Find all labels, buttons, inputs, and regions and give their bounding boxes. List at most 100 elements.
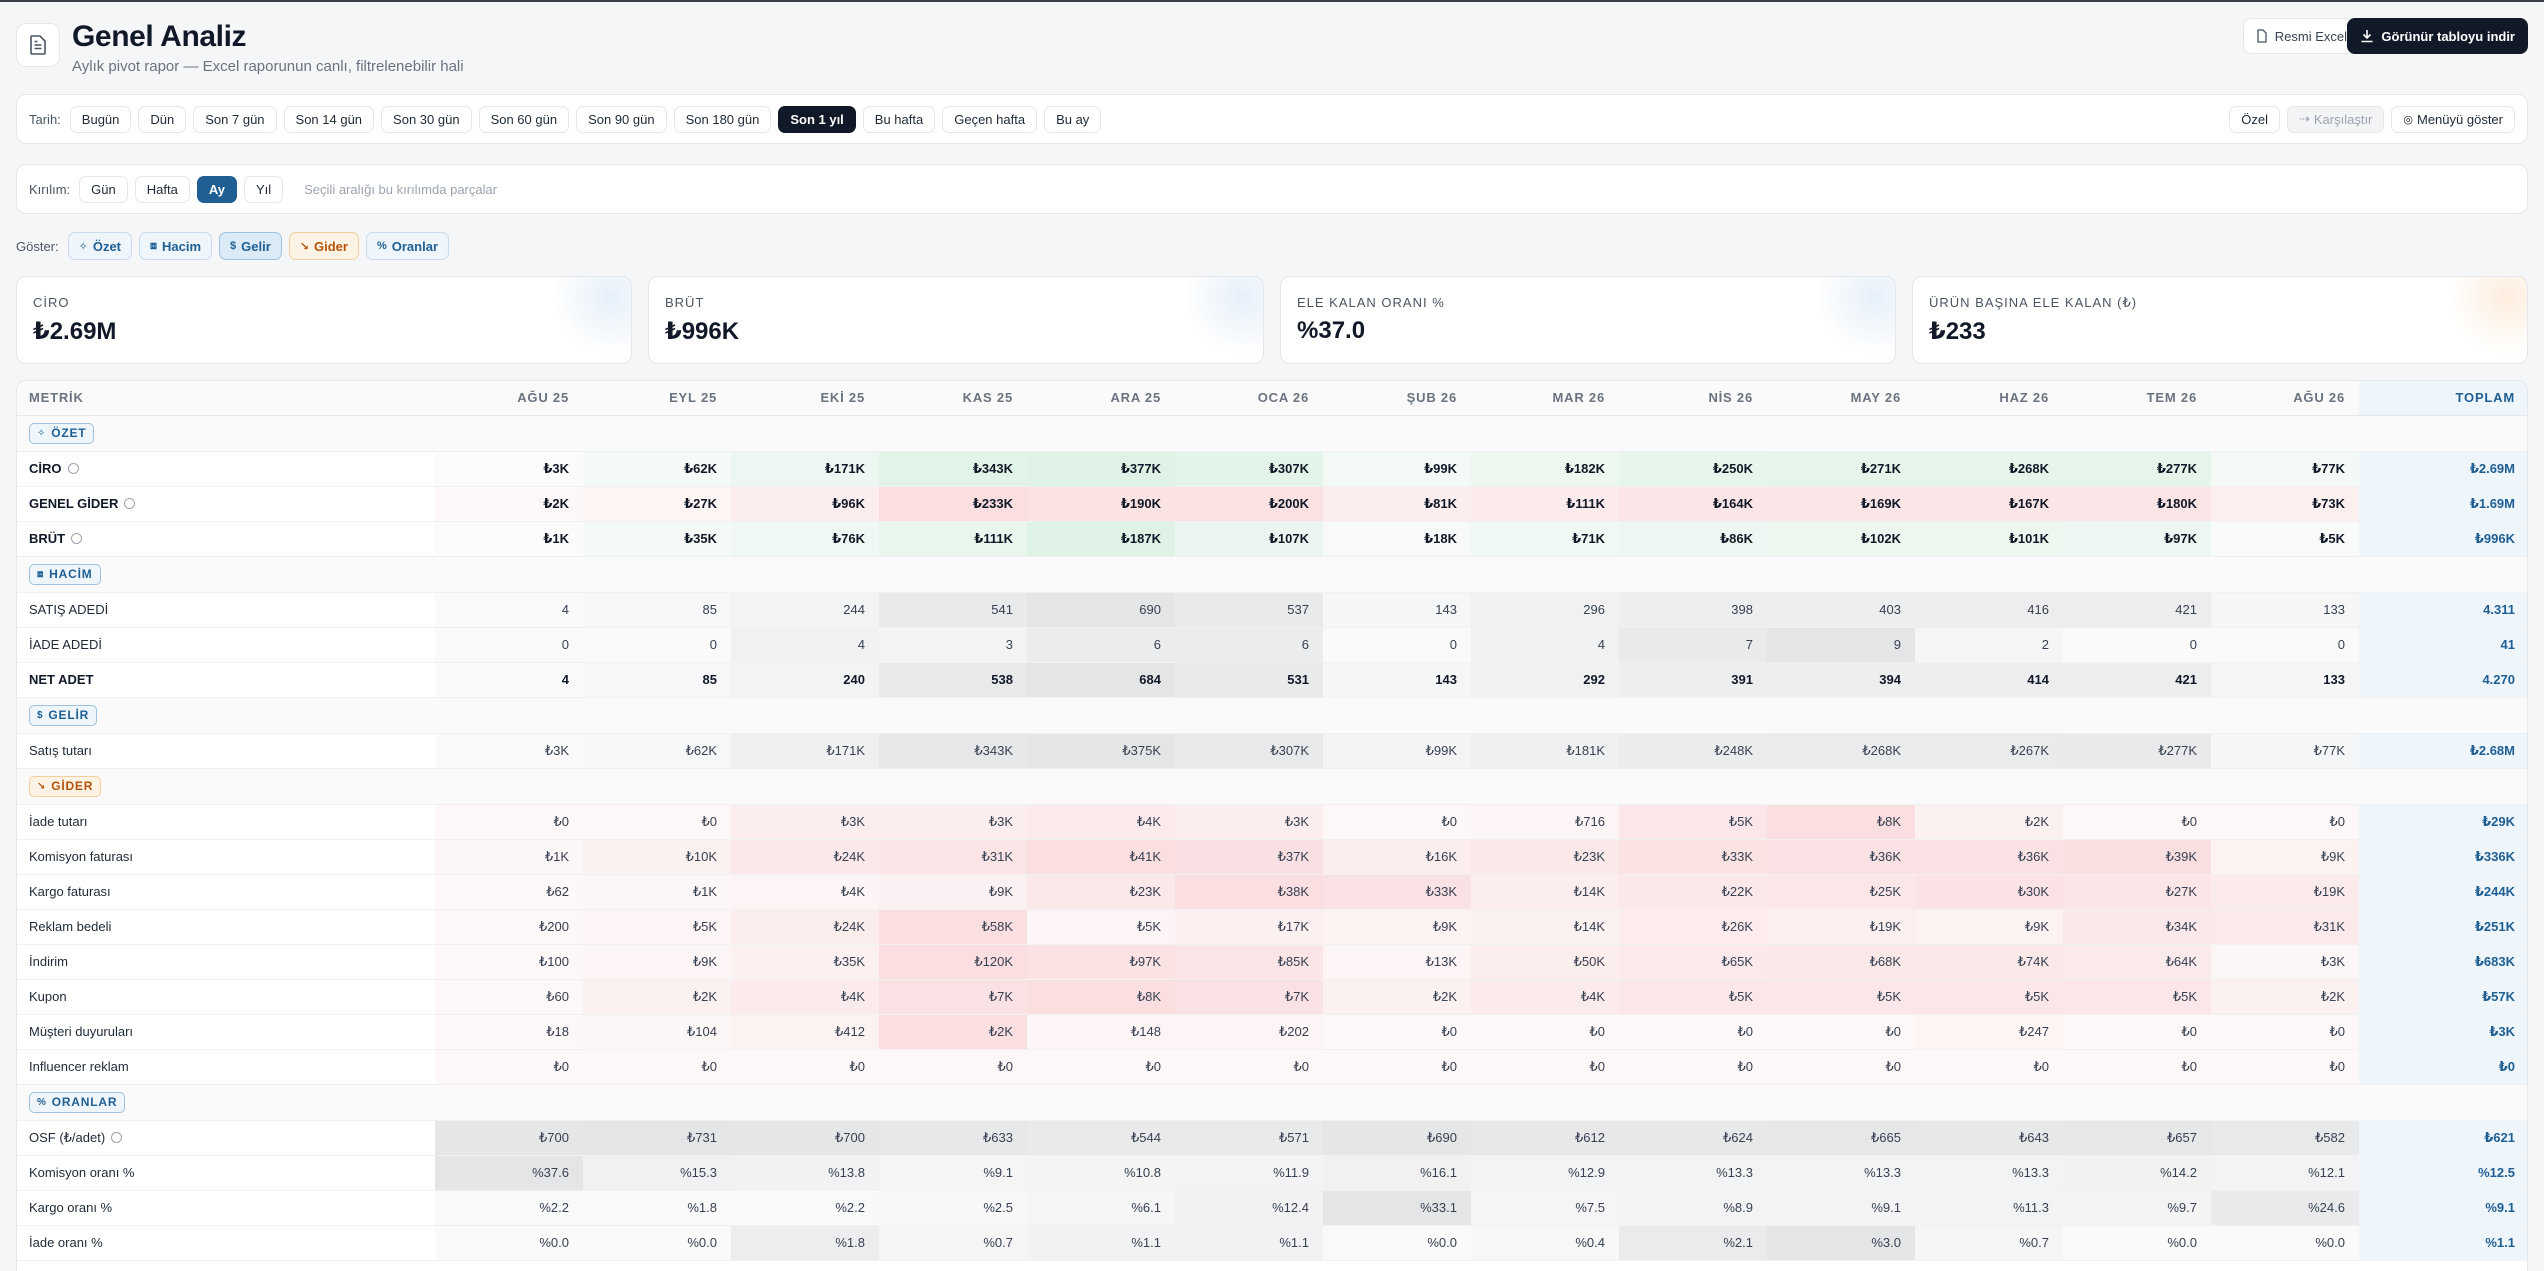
- value-cell: ₺14K: [1471, 874, 1619, 910]
- breakdown-option-3[interactable]: Yıl: [243, 175, 284, 203]
- info-icon[interactable]: [67, 463, 79, 474]
- page-header: Genel Analiz Aylık pivot rapor — Excel r…: [16, 18, 2528, 75]
- show-menu-button[interactable]: ◎ Menüyü göster: [2391, 105, 2515, 133]
- value-cell: %0.0: [1323, 1225, 1471, 1261]
- date-filter-bar: Tarih: Bugün Dün Son 7 gün Son 14 gün Son 30…: [16, 94, 2528, 144]
- show-toggle-hacim[interactable]: ⧈ Hacim: [139, 232, 213, 260]
- value-cell: ₺23K: [1471, 839, 1619, 875]
- file-icon: [2257, 29, 2267, 43]
- value-cell: 414: [1915, 662, 2063, 698]
- metric-name: Müşteri duyuruları: [17, 1014, 435, 1050]
- value-cell: ₺23K: [1027, 874, 1175, 910]
- value-cell: ₺18K: [1323, 521, 1471, 557]
- value-cell: ₺171K: [731, 733, 879, 769]
- date-option-3[interactable]: Son 14 gün: [283, 105, 375, 133]
- info-icon[interactable]: [124, 498, 136, 509]
- kpi-label: CİRO: [33, 295, 70, 310]
- table-row: Influencer reklam ₺0 ₺0 ₺0 ₺0 ₺0 ₺0 ₺0 ₺0 ₺0 ₺0 ₺0 ₺…: [17, 1049, 2527, 1085]
- value-cell: ₺633: [879, 1120, 1027, 1156]
- value-cell: 531: [1175, 662, 1323, 698]
- kpi-label: BRÜT: [665, 295, 705, 310]
- compare-button[interactable]: ⇢ Karşılaştır: [2286, 105, 2385, 133]
- value-cell: 421: [2063, 662, 2211, 698]
- metric-name-label: CİRO: [29, 461, 62, 476]
- percent-icon: %: [37, 1096, 47, 1108]
- total-cell: %9.1: [2359, 1190, 2527, 1226]
- value-cell: ₺202: [1175, 1014, 1323, 1050]
- total-cell: 4.311: [2359, 592, 2527, 628]
- dollar-icon: $: [230, 240, 237, 252]
- metric-name: İade oranı %: [17, 1225, 435, 1261]
- info-icon[interactable]: [71, 533, 83, 544]
- value-cell: ₺0: [1767, 1049, 1915, 1085]
- breakdown-option-2[interactable]: Ay: [196, 175, 237, 203]
- value-cell: %2.1: [1619, 1225, 1767, 1261]
- official-excel-button[interactable]: Resmi Excel: [2242, 18, 2360, 54]
- value-cell: ₺24K: [731, 839, 879, 875]
- value-cell: 296: [1471, 592, 1619, 628]
- date-option-10[interactable]: Geçen hafta: [942, 105, 1038, 133]
- value-cell: ₺77K: [2211, 451, 2359, 487]
- value-cell: ₺544: [1027, 1120, 1175, 1156]
- show-toggle-gider[interactable]: ↘ Gider: [288, 232, 359, 260]
- value-cell: 398: [1619, 592, 1767, 628]
- kpi-card: ÜRÜN BAŞINA ELE KALAN (₺) ₺233: [1912, 276, 2528, 364]
- date-option-0[interactable]: Bugün: [69, 105, 132, 133]
- show-toggle-ozet[interactable]: ✧ Özet: [67, 232, 133, 260]
- value-cell: ₺1K: [583, 874, 731, 910]
- eye-icon: ◎: [2403, 113, 2413, 126]
- metric-name: NET ADET: [17, 662, 435, 698]
- metric-name: Reklam bedeli: [17, 909, 435, 945]
- metric-name-label: İADE ADEDİ: [29, 637, 102, 652]
- download-visible-table-button[interactable]: Görünür tabloyu indir: [2347, 18, 2528, 54]
- metric-name: Satış tutarı: [17, 733, 435, 769]
- value-cell: ₺81K: [1323, 486, 1471, 522]
- value-cell: ₺5K: [1767, 979, 1915, 1015]
- section-tag: ⧈ HACİM: [29, 563, 101, 585]
- info-icon[interactable]: [111, 1131, 123, 1143]
- value-cell: ₺307K: [1175, 451, 1323, 487]
- value-cell: ₺19K: [1767, 909, 1915, 945]
- date-option-1[interactable]: Dün: [138, 105, 187, 133]
- metric-name-label: Müşteri duyuruları: [29, 1024, 134, 1039]
- breakdown-option-0[interactable]: Gün: [79, 175, 128, 203]
- date-option-8[interactable]: Son 1 yıl: [778, 105, 856, 133]
- value-cell: ₺104: [583, 1014, 731, 1050]
- show-toggle-gelir[interactable]: $ Gelir: [219, 232, 282, 260]
- date-option-11[interactable]: Bu ay: [1044, 105, 1102, 133]
- value-cell: 0: [583, 627, 731, 663]
- value-cell: %12.1: [2211, 1155, 2359, 1191]
- custom-range-button[interactable]: Özel: [2229, 105, 2280, 133]
- value-cell: ₺716: [1471, 804, 1619, 840]
- value-cell: ₺19K: [2211, 874, 2359, 910]
- metric-name: BRÜT: [17, 521, 435, 557]
- total-cell: ₺0: [2359, 1049, 2527, 1085]
- table-row: İndirim ₺100 ₺9K ₺35K ₺120K ₺97K ₺85K ₺13K ₺50K ₺…: [17, 944, 2527, 980]
- value-cell: ₺64K: [2063, 944, 2211, 980]
- breakdown-option-1[interactable]: Hafta: [134, 175, 190, 203]
- section-tag: $ GELİR: [29, 704, 98, 726]
- value-cell: %10.8: [1027, 1155, 1175, 1191]
- date-option-2[interactable]: Son 7 gün: [193, 105, 277, 133]
- show-toggle-oran[interactable]: % Oranlar: [365, 232, 450, 260]
- section-label: HACİM: [49, 567, 93, 581]
- value-cell: ₺9K: [1915, 909, 2063, 945]
- value-cell: ₺657: [2063, 1120, 2211, 1156]
- value-cell: ₺33K: [1323, 874, 1471, 910]
- date-option-7[interactable]: Son 180 gün: [673, 105, 772, 133]
- value-cell: ₺5K: [1027, 909, 1175, 945]
- date-option-5[interactable]: Son 60 gün: [478, 105, 570, 133]
- value-cell: %0.0: [583, 1225, 731, 1261]
- kpi-card: ELE KALAN ORANI % %37.0: [1280, 276, 1896, 364]
- month-header: OCA 26: [1175, 381, 1323, 416]
- metric-name-label: Kargo faturası: [29, 884, 111, 899]
- spark-icon: ✧: [78, 240, 88, 253]
- show-toggle-label: Gelir: [241, 238, 271, 254]
- value-cell: %9.7: [2063, 1190, 2211, 1226]
- date-option-6[interactable]: Son 90 gün: [576, 105, 667, 133]
- date-option-4[interactable]: Son 30 gün: [381, 105, 472, 133]
- table-row: Müşteri duyuruları ₺18 ₺104 ₺412 ₺2K ₺148 ₺202…: [17, 1014, 2527, 1050]
- date-option-9[interactable]: Bu hafta: [862, 105, 936, 133]
- value-cell: ₺120K: [879, 944, 1027, 980]
- value-cell: 684: [1027, 662, 1175, 698]
